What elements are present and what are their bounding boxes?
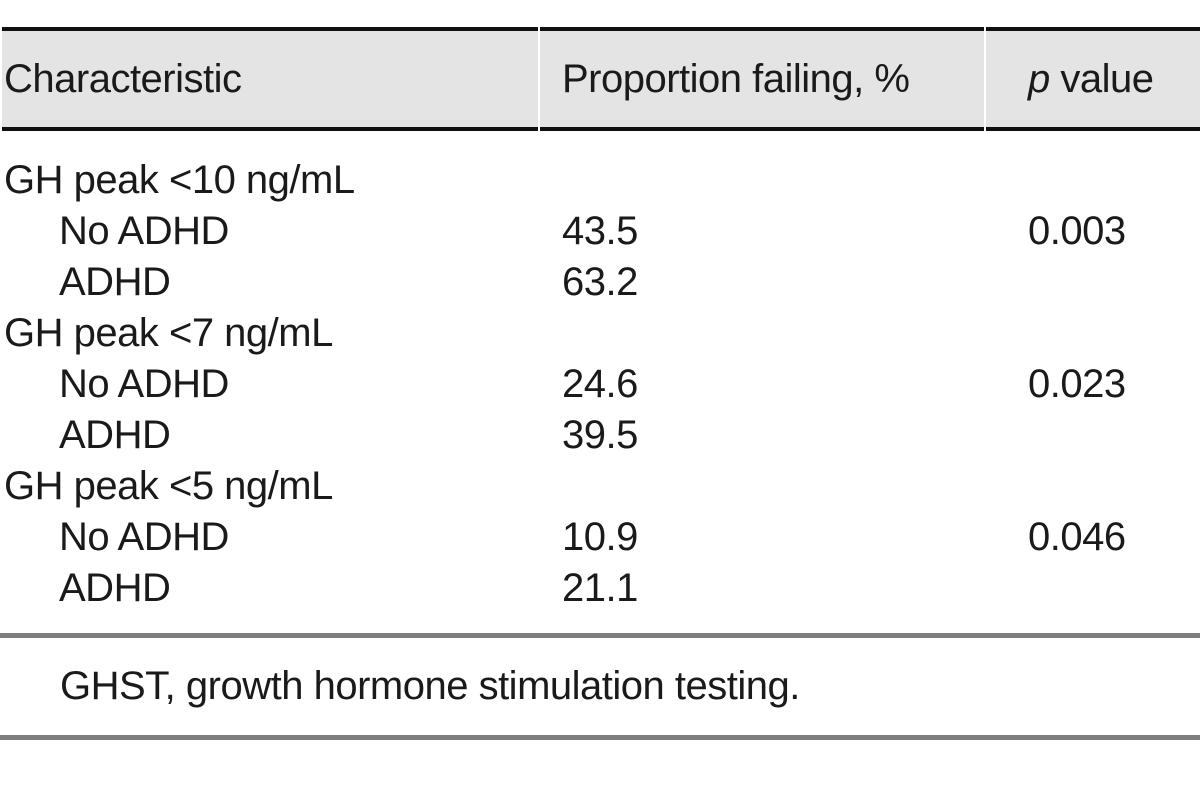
row-label: GH peak <7 ng/mL [2, 308, 538, 359]
proportion-value: 24.6 [540, 359, 984, 410]
row-label: ADHD [2, 410, 538, 461]
table-footnote: GHST, growth hormone stimulation testing… [0, 633, 1200, 740]
table-row-gh5-no-adhd: No ADHD 10.9 0.046 [2, 512, 1200, 563]
p-value-italic-p: p [1028, 56, 1050, 101]
column-header-characteristic: Characteristic [2, 27, 538, 131]
p-value [986, 131, 1200, 206]
table-row-gh10-no-adhd: No ADHD 43.5 0.003 [2, 206, 1200, 257]
column-header-p-value: p value [986, 27, 1200, 131]
proportion-value: 63.2 [540, 257, 984, 308]
table-row-gh5-adhd: ADHD 21.1 [2, 563, 1200, 633]
header-row: Characteristic Proportion failing, % p v… [2, 27, 1200, 131]
table-row-gh7-no-adhd: No ADHD 24.6 0.023 [2, 359, 1200, 410]
table-row-group-gh10: GH peak <10 ng/mL [2, 131, 1200, 206]
proportion-value [540, 131, 984, 206]
p-value: 0.023 [986, 359, 1200, 410]
ghst-failure-table: Characteristic Proportion failing, % p v… [0, 27, 1200, 633]
proportion-value [540, 308, 984, 359]
row-label: ADHD [2, 563, 538, 633]
p-value [986, 308, 1200, 359]
p-value [986, 257, 1200, 308]
row-label: No ADHD [2, 206, 538, 257]
table-row-group-gh7: GH peak <7 ng/mL [2, 308, 1200, 359]
table-figure: Characteristic Proportion failing, % p v… [0, 27, 1200, 740]
table-row-gh7-adhd: ADHD 39.5 [2, 410, 1200, 461]
row-label: No ADHD [2, 512, 538, 563]
footnote-text: GHST, growth hormone stimulation testing… [60, 664, 800, 708]
proportion-value [540, 461, 984, 512]
proportion-value: 43.5 [540, 206, 984, 257]
column-header-proportion-failing: Proportion failing, % [540, 27, 984, 131]
p-value [986, 410, 1200, 461]
p-value-suffix: value [1049, 56, 1154, 101]
table-row-group-gh5: GH peak <5 ng/mL [2, 461, 1200, 512]
table-row-gh10-adhd: ADHD 63.2 [2, 257, 1200, 308]
row-label: No ADHD [2, 359, 538, 410]
p-value: 0.003 [986, 206, 1200, 257]
p-value [986, 461, 1200, 512]
row-label: GH peak <10 ng/mL [2, 131, 538, 206]
proportion-value: 10.9 [540, 512, 984, 563]
proportion-value: 39.5 [540, 410, 984, 461]
p-value: 0.046 [986, 512, 1200, 563]
row-label: ADHD [2, 257, 538, 308]
row-label: GH peak <5 ng/mL [2, 461, 538, 512]
p-value [986, 563, 1200, 633]
proportion-value: 21.1 [540, 563, 984, 633]
